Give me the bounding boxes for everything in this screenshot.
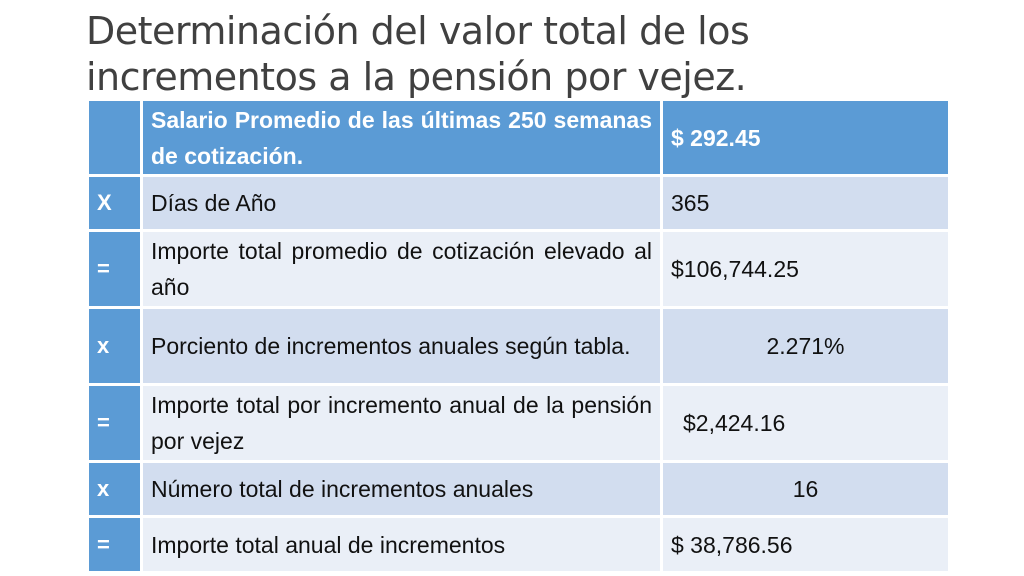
operator-cell: X (86, 174, 143, 232)
table-row: Salario Promedio de las últimas 250 sema… (86, 98, 951, 177)
operator-cell: x (86, 460, 143, 518)
title-line-2: incrementos a la pensión por vejez. (86, 55, 747, 99)
value-cell: 16 (660, 460, 951, 518)
operator-cell: = (86, 383, 143, 463)
value-cell: $106,744.25 (660, 229, 951, 309)
description-cell: Días de Año (140, 174, 663, 232)
table-row: x Porciento de incrementos anuales según… (86, 306, 951, 386)
description-cell: Salario Promedio de las últimas 250 sema… (140, 98, 663, 177)
slide-title: Determinación del valor total de los inc… (86, 8, 986, 100)
value-cell: $2,424.16 (660, 383, 951, 463)
table-row: = Importe total anual de incrementos $ 3… (86, 515, 951, 574)
operator-cell: = (86, 229, 143, 309)
operator-cell (86, 98, 143, 177)
table-row: X Días de Año 365 (86, 174, 951, 232)
description-cell: Número total de incrementos anuales (140, 460, 663, 518)
description-cell: Importe total promedio de cotización ele… (140, 229, 663, 309)
table-row: = Importe total promedio de cotización e… (86, 229, 951, 309)
value-cell: 2.271% (660, 306, 951, 386)
operator-cell: x (86, 306, 143, 386)
description-cell: Importe total anual de incrementos (140, 515, 663, 574)
value-cell: $ 292.45 (660, 98, 951, 177)
description-cell: Importe total por incremento anual de la… (140, 383, 663, 463)
value-cell: 365 (660, 174, 951, 232)
description-cell: Porciento de incrementos anuales según t… (140, 306, 663, 386)
title-line-1: Determinación del valor total de los (86, 9, 750, 53)
table-row: = Importe total por incremento anual de … (86, 383, 951, 463)
table-row: x Número total de incrementos anuales 16 (86, 460, 951, 518)
value-cell: $ 38,786.56 (660, 515, 951, 574)
operator-cell: = (86, 515, 143, 574)
calculation-table: Salario Promedio de las últimas 250 sema… (86, 98, 951, 574)
